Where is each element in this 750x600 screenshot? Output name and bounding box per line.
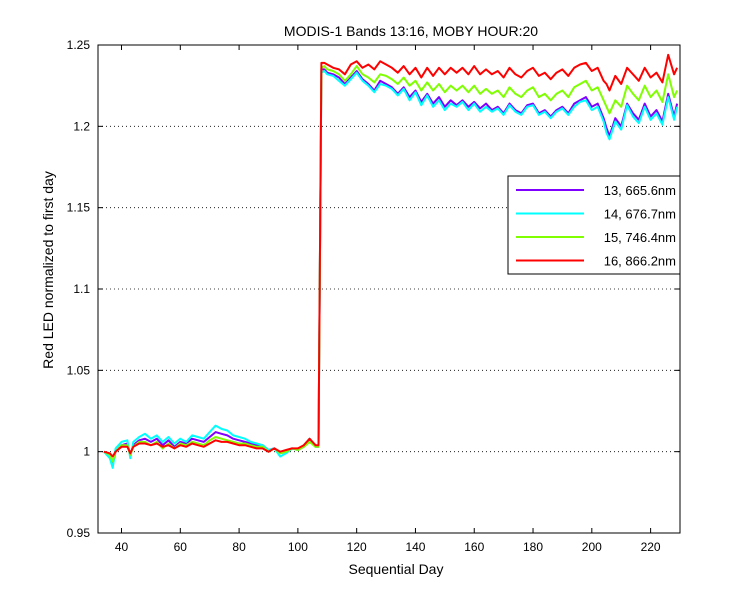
x-tick-label: 100 <box>288 540 308 554</box>
series-line-3 <box>103 65 679 463</box>
y-tick-label: 0.95 <box>67 526 91 540</box>
y-tick-label: 1.2 <box>73 119 90 133</box>
y-tick-label: 1.15 <box>67 201 91 215</box>
y-tick-label: 1.05 <box>67 363 91 377</box>
chart-title: MODIS-1 Bands 13:16, MOBY HOUR:20 <box>284 23 538 39</box>
series-lines <box>103 53 679 469</box>
y-tick-label: 1.25 <box>67 38 91 52</box>
x-tick-label: 40 <box>115 540 129 554</box>
x-tick-label: 60 <box>174 540 188 554</box>
legend-box <box>507 175 681 275</box>
x-tick-label: 140 <box>405 540 425 554</box>
x-tick-label: 160 <box>464 540 484 554</box>
legend-label: 13, 665.6nm <box>604 183 676 198</box>
x-tick-label: 80 <box>232 540 246 554</box>
legend: 13, 665.6nm 14, 676.7nm 15, 746.4nm 16, 866… <box>507 175 681 275</box>
axis-ticks: 0.95 1 1.05 1.1 1.15 1.2 1.25 40 60 80 100 120 140 16… <box>67 38 680 554</box>
legend-label: 16, 866.2nm <box>604 254 676 269</box>
x-axis-label: Sequential Day <box>349 561 444 577</box>
series-line-2 <box>103 70 679 469</box>
x-tick-label: 220 <box>641 540 661 554</box>
x-tick-label: 180 <box>523 540 543 554</box>
y-axis-label: Red LED normalized to first day <box>40 171 56 369</box>
legend-label: 14, 676.7nm <box>604 207 676 222</box>
series-line-4 <box>103 53 679 458</box>
legend-items: 13, 665.6nm 14, 676.7nm 15, 746.4nm 16, 866… <box>516 183 676 269</box>
series-line-1 <box>103 68 679 466</box>
y-tick-label: 1 <box>83 445 90 459</box>
legend-label: 15, 746.4nm <box>604 230 676 245</box>
x-tick-label: 200 <box>582 540 602 554</box>
x-tick-label: 120 <box>347 540 367 554</box>
y-tick-label: 1.1 <box>73 282 90 296</box>
